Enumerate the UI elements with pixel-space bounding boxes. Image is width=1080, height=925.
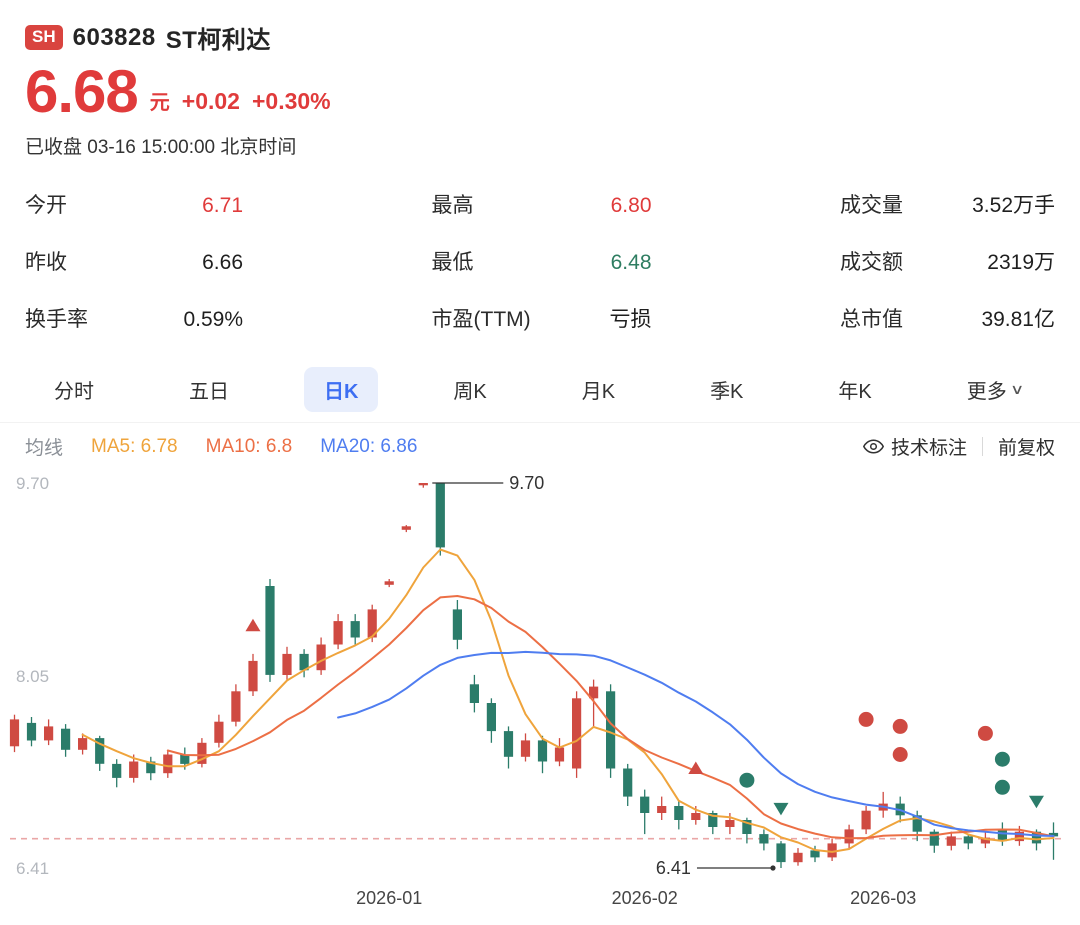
kline-chart[interactable]: 9.70 6.41 9.70 8.05 6.41 2026-01 2026-02 2026-0…	[0, 468, 1080, 920]
tab-more[interactable]: 更多 ∨	[947, 367, 1042, 412]
tab-weekly-k[interactable]: 周K	[453, 381, 487, 403]
tab-five-day[interactable]: 五日	[188, 381, 229, 403]
chart-area: 9.70 6.41 9.70 8.05 6.41 2026-01 2026-02 2026-0…	[0, 468, 1080, 925]
ma-legend-row: 均线 MA5: 6.78 MA10: 6.8 MA20: 6.86 技术标注 前…	[0, 422, 1080, 464]
svg-text:6.41: 6.41	[656, 858, 691, 878]
stat-high: 最高 6.80	[431, 194, 652, 217]
forward-adjusted-label: 前复权	[997, 438, 1055, 459]
stat-prev-close: 昨收 6.66	[25, 251, 243, 274]
stat-volume: 成交量 3.52万手	[840, 194, 1055, 217]
tab-daily-k[interactable]: 日K	[303, 367, 379, 412]
svg-text:9.70: 9.70	[16, 474, 49, 493]
stock-code: 603828	[72, 23, 156, 51]
period-tabs: 分时 五日 日K 周K 月K 季K 年K 更多 ∨	[0, 355, 1080, 422]
svg-text:6.41: 6.41	[16, 859, 49, 878]
tab-quarterly-k[interactable]: 季K	[710, 381, 744, 403]
tab-more-label: 更多	[966, 381, 1007, 403]
svg-text:2026-02: 2026-02	[612, 888, 678, 908]
stat-open: 今开 6.71	[25, 194, 243, 217]
exchange-badge: SH	[25, 25, 63, 50]
ma20-legend: MA20: 6.86	[320, 435, 418, 457]
tab-monthly-k[interactable]: 月K	[581, 381, 616, 403]
ma10-legend: MA10: 6.8	[205, 435, 293, 457]
ma5-legend: MA5: 6.78	[91, 435, 178, 457]
ma-legend-prefix: 均线	[25, 438, 64, 459]
technical-annotation-button[interactable]: 技术标注	[862, 433, 967, 460]
stock-name: ST柯利达	[165, 27, 271, 54]
stat-pe-ttm: 市盈(TTM) 亏损	[431, 308, 652, 331]
stat-market-cap: 总市值 39.81亿	[840, 308, 1055, 331]
stat-turnover: 成交额 2319万	[840, 251, 1055, 274]
svg-text:9.70: 9.70	[509, 473, 544, 493]
stat-turnover-rate: 换手率 0.59%	[25, 308, 243, 331]
forward-adjusted-button[interactable]: 前复权	[998, 433, 1055, 460]
stat-low: 最低 6.48	[431, 251, 652, 274]
ma-legend: 均线 MA5: 6.78 MA10: 6.8 MA20: 6.86	[25, 433, 417, 460]
market-status: 已收盘 03-16 15:00:00 北京时间	[25, 137, 297, 158]
svg-text:2026-03: 2026-03	[850, 888, 916, 908]
eye-icon	[862, 439, 884, 454]
price-change: +0.02	[181, 88, 240, 114]
svg-text:2026-01: 2026-01	[356, 888, 422, 908]
price-row: 6.68 元 +0.02 +0.30%	[25, 58, 1055, 125]
tab-yearly-k[interactable]: 年K	[838, 381, 872, 403]
toolbar-divider	[981, 437, 983, 456]
currency-unit: 元	[149, 92, 170, 114]
quote-header: SH 603828 ST柯利达 6.68 元 +0.02 +0.30% 已收盘 …	[0, 0, 1080, 159]
chevron-down-icon: ∨	[1009, 381, 1025, 397]
quote-stats-grid: 今开 6.71 最高 6.80 成交量 3.52万手 昨收 6.66 最低 6.…	[0, 159, 1080, 349]
price-change-percent: +0.30%	[251, 88, 331, 114]
svg-text:8.05: 8.05	[16, 667, 49, 686]
last-price: 6.68	[25, 58, 139, 125]
title-row: SH 603828 ST柯利达	[25, 20, 1055, 55]
tab-minute[interactable]: 分时	[54, 381, 94, 403]
chart-toolbar: 技术标注 前复权	[862, 433, 1055, 460]
technical-annotation-label: 技术标注	[890, 438, 967, 459]
